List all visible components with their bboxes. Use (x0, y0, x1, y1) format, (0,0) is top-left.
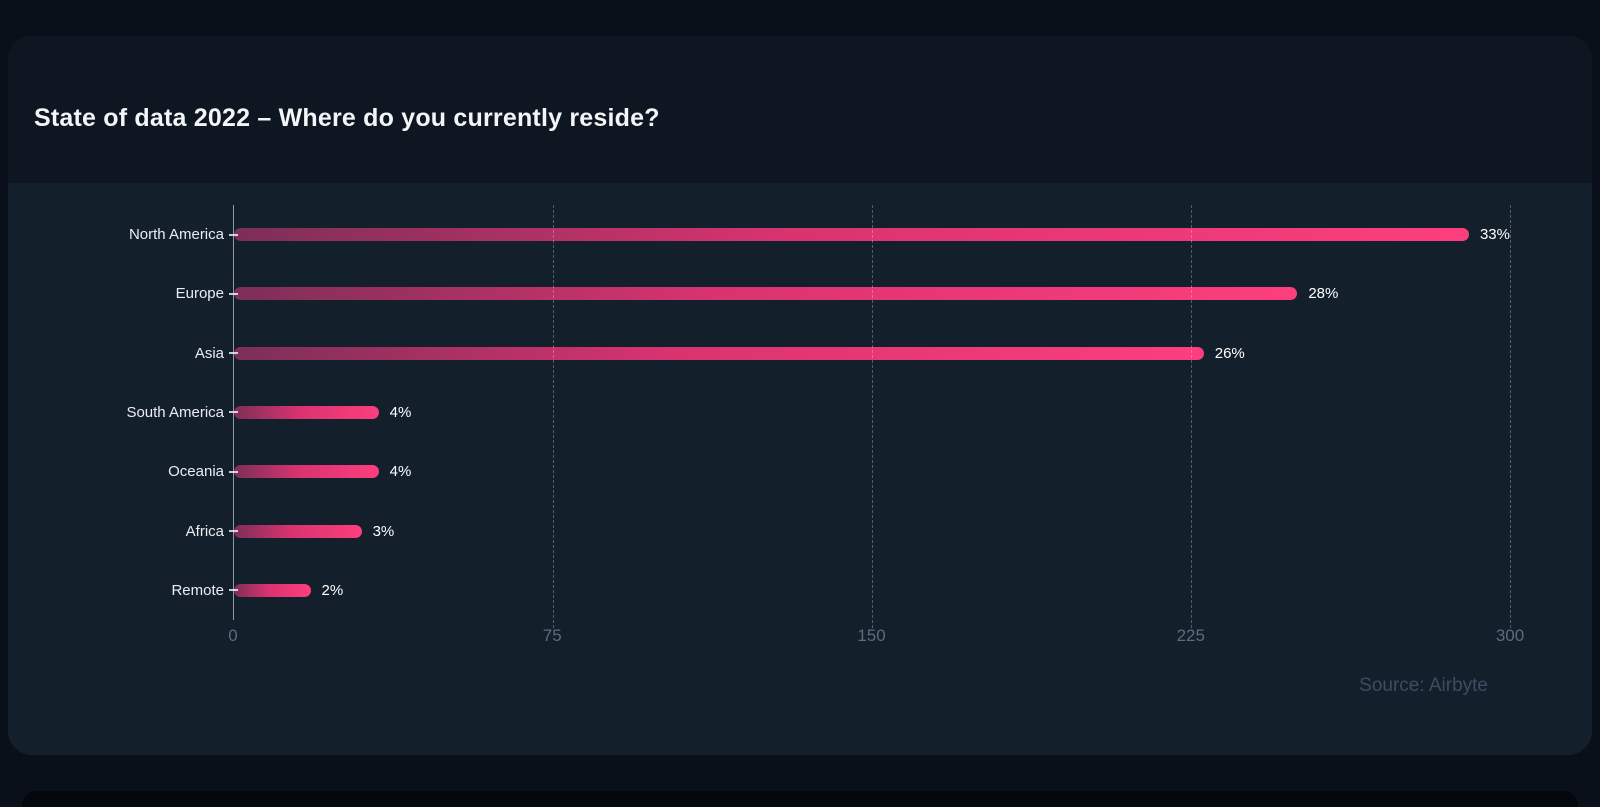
category-label: Asia (194, 344, 224, 362)
x-tick-label: 75 (542, 626, 562, 645)
bar-rows: North America 33% Europe 28% Asia 26% South Am… (126, 205, 1510, 620)
bar (234, 583, 311, 597)
x-tick-label: 0 (228, 626, 238, 645)
bar-chart-plot: North America 33% Europe 28% Asia 26% South Am… (126, 205, 1511, 628)
value-label: 33% (1479, 226, 1510, 244)
bar-row: Africa 3% (186, 501, 1510, 560)
value-label: 4% (389, 463, 412, 481)
value-label: 3% (372, 522, 395, 540)
x-tick-label: 225 (1176, 626, 1205, 645)
gridline (1510, 205, 1511, 628)
bar (234, 465, 379, 479)
category-label: Europe (175, 285, 224, 303)
bar-row: Remote 2% (171, 561, 1510, 620)
category-label: Africa (185, 522, 224, 540)
category-label: North America (128, 226, 224, 244)
bar (234, 287, 1298, 301)
x-tick-label: 300 (1495, 626, 1525, 645)
category-label: Oceania (168, 463, 224, 481)
gridline (1191, 205, 1192, 628)
chart-panel: North America 33% Europe 28% Asia 26% South Am… (8, 183, 1592, 755)
source-label: Source: Airbyte (1359, 675, 1488, 696)
bar (234, 405, 379, 419)
next-section-edge (22, 791, 1578, 807)
chart-card: State of data 2022 – Where do you curren… (8, 36, 1592, 755)
category-axis-tick (229, 233, 238, 236)
bar-row: Europe 28% (176, 264, 1510, 323)
value-label: 28% (1308, 285, 1339, 303)
category-axis-tick (229, 470, 238, 473)
value-label: 26% (1214, 344, 1245, 362)
gridline (872, 205, 873, 628)
x-tick-label: 150 (857, 626, 886, 645)
category-label: South America (126, 403, 224, 421)
category-axis-tick (229, 352, 238, 355)
category-label: Remote (171, 581, 224, 599)
bar-row: South America 4% (126, 383, 1510, 442)
category-axis-tick (229, 411, 238, 414)
value-label: 2% (321, 581, 344, 599)
category-axis-tick (229, 530, 238, 533)
value-label: 4% (389, 403, 412, 421)
category-axis-tick (229, 589, 238, 592)
chart-header: State of data 2022 – Where do you curren… (8, 36, 1592, 183)
chart-title: State of data 2022 – Where do you curren… (34, 104, 660, 132)
bar-row: Asia 26% (195, 324, 1510, 383)
x-axis-labels: 0 75 150 225 300 (228, 626, 1524, 650)
bar-row: Oceania 4% (168, 442, 1510, 501)
category-axis-tick (229, 292, 238, 295)
bar (234, 228, 1469, 242)
bar (234, 346, 1204, 360)
bar-row: North America 33% (129, 205, 1510, 264)
gridline (553, 205, 554, 628)
bar (234, 524, 362, 538)
